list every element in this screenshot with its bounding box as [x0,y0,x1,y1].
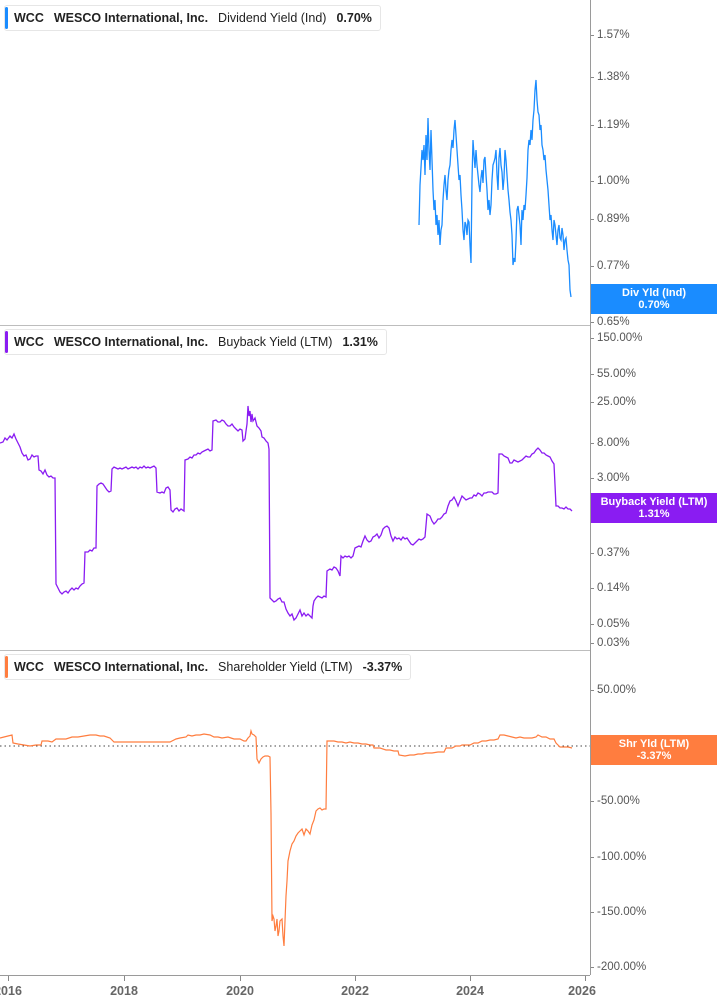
x-tick-label: 2024 [456,984,484,998]
y-tick: -50.00% [591,795,640,807]
badge-label: Shr Yld (LTM) [618,738,690,750]
buyback-yield-panel: WCC WESCO International, Inc. Buyback Yi… [0,326,590,650]
x-tick-mark [585,976,586,981]
legend-ticker: WCC [14,660,44,674]
y-tick: 0.05% [591,618,630,630]
legend-company: WESCO International, Inc. [53,660,209,674]
shareholder-yield-legend[interactable]: WCC WESCO International, Inc. Shareholde… [4,654,412,680]
y-tick: 1.57% [591,29,630,41]
y-tick: -150.00% [590,906,647,918]
y-tick: 25.00% [590,396,637,408]
y-tick: 1.19% [591,119,630,131]
y-tick: 55.00% [590,368,637,380]
legend-color-bar [5,331,8,353]
x-tick-mark [355,976,356,981]
dividend-yield-line [418,79,572,298]
panel-divider [0,325,590,326]
x-tick-label: 2022 [341,984,369,998]
y-tick: -200.00% [590,961,647,973]
badge-value: -3.37% [636,750,672,762]
badge-value: 0.70% [638,299,670,311]
x-tick-mark [470,976,471,981]
legend-value: -3.37% [362,660,403,674]
buyback-yield-badge: Buyback Yield (LTM) 1.31% [591,493,717,523]
shareholder-yield-line [0,728,590,947]
x-tick-mark [124,976,125,981]
buyback-yield-line [0,405,573,622]
legend-metric: Dividend Yield (Ind) [218,11,327,25]
dividend-yield-legend[interactable]: WCC WESCO International, Inc. Dividend Y… [4,5,381,31]
badge-value: 1.31% [638,508,670,520]
legend-company: WESCO International, Inc. [53,335,209,349]
shareholder-yield-badge: Shr Yld (LTM) -3.37% [591,735,717,765]
shareholder-yield-panel: WCC WESCO International, Inc. Shareholde… [0,651,590,975]
legend-value: 0.70% [336,11,372,25]
legend-metric: Buyback Yield (LTM) [218,335,333,349]
y-tick: 1.00% [591,175,630,187]
y-tick: 1.38% [591,71,630,83]
x-tick-label: 2020 [226,984,254,998]
y-tick: 0.77% [591,260,630,272]
dividend-yield-badge: Div Yld (Ind) 0.70% [591,284,717,314]
y-tick: 0.89% [591,213,630,225]
panel-divider [0,650,590,651]
y-tick: 50.00% [590,684,637,696]
y-tick: 3.00% [591,472,630,484]
y-tick: 0.03% [591,637,630,649]
x-tick-mark [240,976,241,981]
y-tick: 8.00% [591,437,630,449]
x-tick-label: 2016 [0,984,22,998]
legend-color-bar [5,656,8,678]
y-axis-line [590,0,591,975]
dividend-yield-panel: WCC WESCO International, Inc. Dividend Y… [0,0,590,325]
legend-color-bar [5,7,8,29]
x-tick-label: 2026 [568,984,596,998]
legend-metric: Shareholder Yield (LTM) [218,660,353,674]
badge-label: Div Yld (Ind) [622,287,686,299]
y-tick: -100.00% [590,851,647,863]
badge-label: Buyback Yield (LTM) [600,496,708,508]
y-tick: 150.00% [590,332,643,344]
y-tick: 0.14% [591,582,630,594]
buyback-yield-legend[interactable]: WCC WESCO International, Inc. Buyback Yi… [4,329,387,355]
legend-company: WESCO International, Inc. [53,11,209,25]
legend-ticker: WCC [14,11,44,25]
legend-ticker: WCC [14,335,44,349]
y-tick: 0.65% [591,316,630,328]
y-tick: 0.37% [591,547,630,559]
x-tick-mark [8,976,9,981]
x-axis-line [0,975,590,976]
x-tick-label: 2018 [110,984,138,998]
legend-value: 1.31% [342,335,378,349]
